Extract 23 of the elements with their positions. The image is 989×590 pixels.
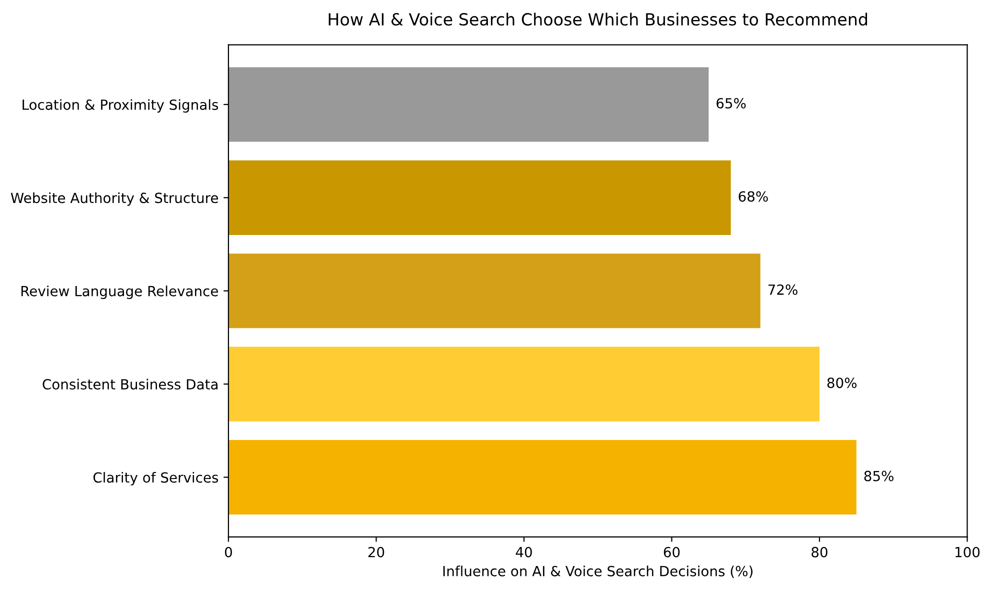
x-tick-label: 80 <box>812 546 828 558</box>
y-tick-label: Clarity of Services <box>93 472 218 486</box>
chart-title: How AI & Voice Search Choose Which Businesses to Recommend <box>328 12 868 26</box>
bar <box>228 346 820 422</box>
y-tick-label: Location & Proximity Signals <box>22 99 218 113</box>
y-tick-label: Review Language Relevance <box>21 286 218 300</box>
data-label: 85% <box>864 470 894 482</box>
data-label: 65% <box>716 98 746 109</box>
x-tick-label: 60 <box>664 546 680 558</box>
y-tick-label: Consistent Business Data <box>42 378 218 390</box>
data-label: 72% <box>768 284 798 295</box>
x-tick-label: 0 <box>224 546 232 558</box>
bar <box>228 67 709 142</box>
x-axis-title: Influence on AI & Voice Search Decisions (%) <box>443 566 752 578</box>
data-label: 68% <box>738 191 768 202</box>
x-tick-label: 100 <box>956 546 980 558</box>
y-tick-label: Website Authority & Structure <box>10 192 218 206</box>
data-label: 80% <box>827 378 857 388</box>
bar <box>228 440 856 515</box>
bar <box>228 254 760 328</box>
bar <box>228 160 731 235</box>
x-tick-label: 40 <box>516 546 532 558</box>
x-tick-label: 20 <box>368 546 384 558</box>
